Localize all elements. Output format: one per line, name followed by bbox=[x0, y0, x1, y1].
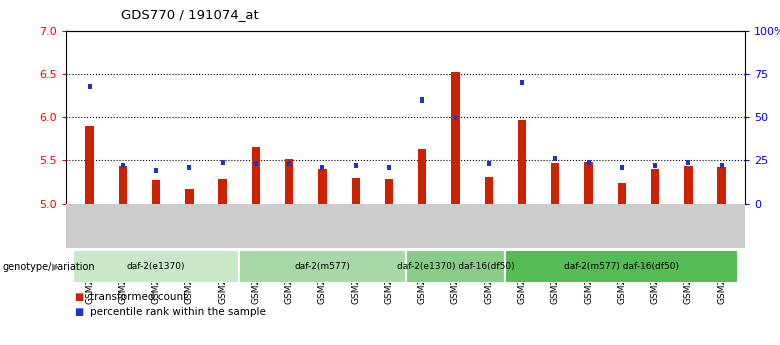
Bar bbox=[720, 163, 724, 168]
Bar bbox=[318, 169, 327, 204]
Bar bbox=[353, 163, 358, 168]
Bar bbox=[452, 72, 459, 204]
Bar bbox=[254, 161, 258, 167]
Bar bbox=[221, 160, 225, 165]
Bar bbox=[152, 180, 160, 204]
Bar bbox=[420, 98, 424, 103]
Text: ■: ■ bbox=[74, 307, 83, 317]
Bar bbox=[484, 177, 493, 204]
Bar bbox=[518, 120, 527, 204]
Bar bbox=[86, 126, 94, 204]
Bar bbox=[587, 160, 590, 165]
Bar bbox=[73, 250, 239, 283]
Text: ■: ■ bbox=[74, 292, 83, 302]
Bar bbox=[385, 179, 393, 204]
Bar bbox=[287, 161, 291, 167]
Bar bbox=[505, 250, 738, 283]
Bar bbox=[321, 165, 324, 170]
Bar bbox=[551, 163, 559, 204]
Bar bbox=[239, 250, 406, 283]
Text: daf-2(m577): daf-2(m577) bbox=[295, 262, 350, 271]
Bar bbox=[651, 169, 659, 204]
Bar bbox=[453, 115, 458, 120]
Bar bbox=[187, 165, 191, 170]
Bar bbox=[352, 178, 360, 204]
Bar bbox=[252, 148, 260, 204]
Bar bbox=[218, 179, 227, 204]
Bar bbox=[584, 162, 593, 204]
Bar bbox=[87, 84, 91, 89]
Bar bbox=[406, 250, 505, 283]
Bar bbox=[387, 165, 391, 170]
Text: GDS770 / 191074_at: GDS770 / 191074_at bbox=[121, 8, 259, 21]
Bar bbox=[121, 163, 125, 168]
Bar bbox=[285, 159, 293, 204]
Bar bbox=[487, 161, 491, 167]
Bar bbox=[553, 156, 557, 161]
Text: genotype/variation: genotype/variation bbox=[2, 262, 95, 272]
Text: daf-2(e1370) daf-16(df50): daf-2(e1370) daf-16(df50) bbox=[397, 262, 514, 271]
Bar bbox=[684, 166, 693, 204]
Text: ▶: ▶ bbox=[52, 262, 60, 272]
Bar bbox=[520, 80, 524, 85]
Bar bbox=[154, 168, 158, 174]
Bar bbox=[618, 183, 626, 204]
Text: daf-2(m577) daf-16(df50): daf-2(m577) daf-16(df50) bbox=[564, 262, 679, 271]
Text: daf-2(e1370): daf-2(e1370) bbox=[127, 262, 186, 271]
Bar bbox=[185, 189, 193, 204]
Bar bbox=[718, 167, 725, 204]
Bar bbox=[119, 166, 127, 204]
Bar bbox=[418, 149, 427, 204]
Bar bbox=[653, 163, 657, 168]
Bar bbox=[686, 160, 690, 165]
Text: transformed count: transformed count bbox=[90, 292, 187, 302]
Text: percentile rank within the sample: percentile rank within the sample bbox=[90, 307, 265, 317]
Bar bbox=[620, 165, 624, 170]
